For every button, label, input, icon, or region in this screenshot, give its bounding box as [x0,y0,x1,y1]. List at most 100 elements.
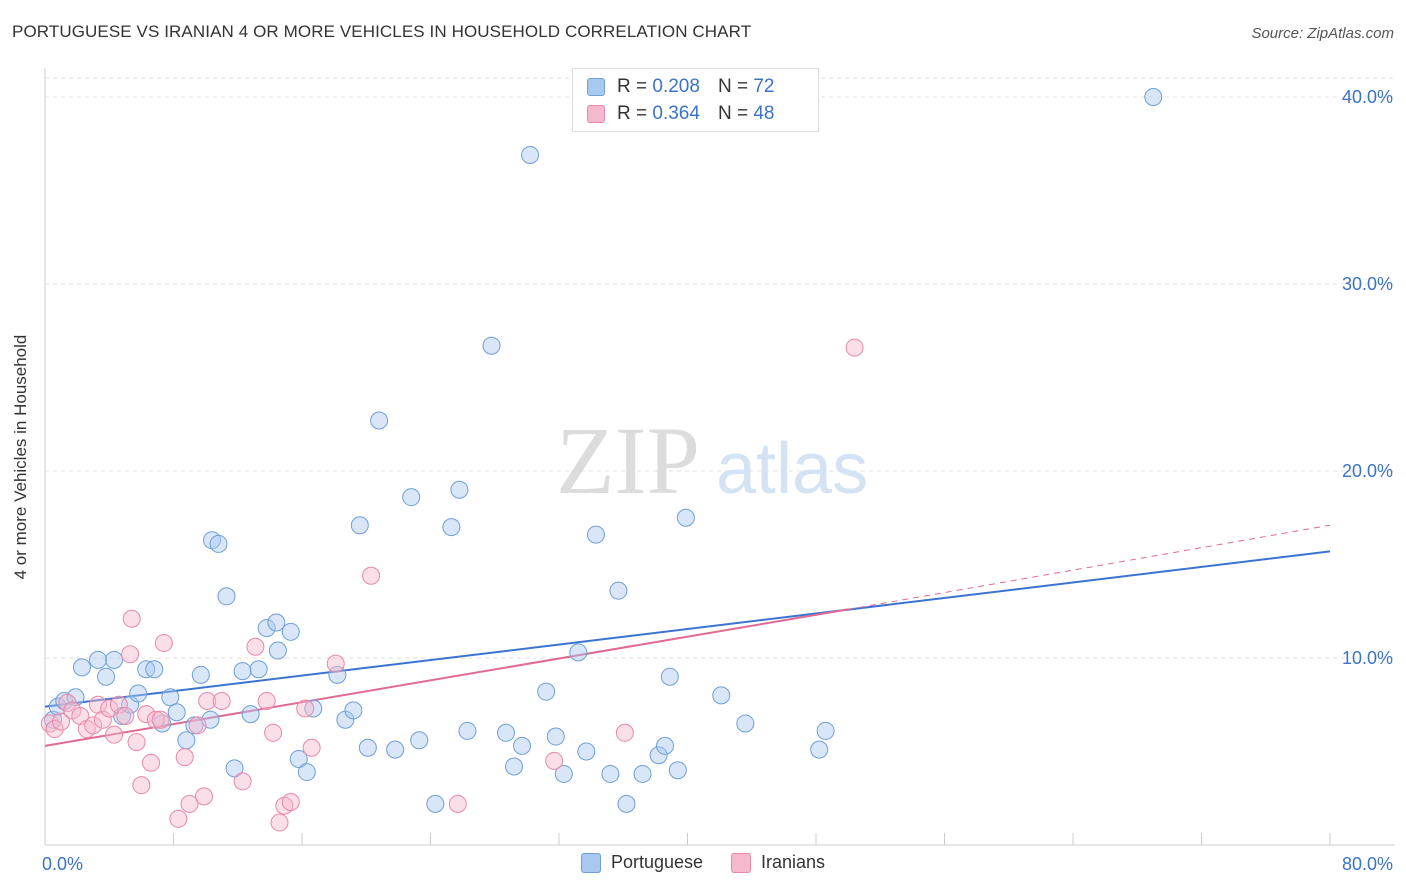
point-iranian [71,706,90,725]
watermark-atlas: atlas [716,429,868,509]
point-iranian [154,634,173,653]
point-iranian [93,710,112,729]
point-portuguese [370,411,389,430]
point-iranian [296,699,315,718]
point-portuguese [816,721,835,740]
point-portuguese [249,660,268,679]
point-portuguese [736,714,755,733]
trend-lines [44,524,1331,747]
axes [44,68,1395,846]
point-iranian [545,751,564,770]
point-portuguese [191,665,210,684]
point-iranian [264,723,283,742]
point-portuguese [660,667,679,686]
point-portuguese [617,794,636,813]
legend-swatch-iranians [731,852,752,873]
legend-swatch-iranians [587,105,605,123]
legend-r-label: R = [617,103,648,124]
point-portuguese [267,613,286,632]
point-portuguese [676,508,695,527]
point-portuguese [656,736,675,755]
y-tick-label: 10.0% [1342,648,1393,668]
point-iranian [169,809,188,828]
point-portuguese [289,749,308,768]
point-portuguese [225,759,244,778]
x-tick-label: 0.0% [42,854,83,874]
point-portuguese [358,738,377,757]
trend-line-iranians [44,608,849,747]
point-portuguese [89,650,108,669]
legend-row-iranians: R = 0.364 N = 48 [587,103,774,125]
point-iranian [246,637,265,656]
point-iranian [195,787,214,806]
point-iranian [121,645,140,664]
source-label: Source: ZipAtlas.com [1251,25,1394,42]
point-portuguese [546,727,565,746]
point-portuguese [105,650,124,669]
point-portuguese [609,581,628,600]
point-portuguese [521,145,540,164]
y-tick-label: 30.0% [1342,274,1393,294]
point-portuguese [233,662,252,681]
point-portuguese [344,701,363,720]
point-portuguese [129,684,148,703]
point-portuguese [167,703,186,722]
watermark: ZIP atlas [556,407,868,514]
legend-item-iranians[interactable]: Iranians [731,852,825,873]
point-iranian [109,695,128,714]
point-portuguese [712,686,731,705]
trend-line-portuguese [44,550,1331,708]
point-portuguese [402,488,421,507]
point-portuguese [328,665,347,684]
point-iranian [448,794,467,813]
point-iranian [302,738,321,757]
point-iranian [281,792,300,811]
point-iranian [615,723,634,742]
legend-item-portuguese[interactable]: Portuguese [580,852,704,873]
point-iranian [175,748,194,767]
point-iranian [188,716,207,735]
point-iranian [198,692,217,711]
point-portuguese [241,705,260,724]
point-portuguese [482,336,501,355]
point-iranian [116,706,135,725]
point-portuguese [350,516,369,535]
point-iranian [151,710,170,729]
point-portuguese [633,764,652,783]
point-iranian [105,725,124,744]
point-portuguese [668,761,687,780]
point-iranian [257,692,276,711]
point-iranian [233,772,252,791]
tick-labels: 10.0% 20.0% 30.0% 40.0% 0.0% 80.0% [42,87,1393,874]
series-legend: Portuguese Iranians [0,852,1406,873]
point-portuguese [554,764,573,783]
legend-n-label: N = [717,76,749,97]
point-portuguese [450,480,469,499]
y-tick-label: 40.0% [1342,87,1393,107]
legend-r-label: R = [617,76,648,97]
point-portuguese [577,742,596,761]
point-portuguese [161,688,180,707]
x-tick-label: 80.0% [1342,854,1393,874]
point-portuguese [442,518,461,537]
chart-title: PORTUGUESE VS IRANIAN 4 OR MORE VEHICLES… [12,22,752,41]
point-portuguese [496,723,515,742]
watermark-zip: ZIP [556,407,700,514]
point-portuguese [426,794,445,813]
point-iranian [100,699,119,718]
point-portuguese [281,622,300,641]
point-portuguese [72,658,91,677]
point-portuguese [513,736,532,755]
legend-row-portuguese: R = 0.208 N = 72 [587,76,774,98]
point-iranian [212,692,231,711]
point-portuguese [257,619,276,638]
legend-label-portuguese: Portuguese [610,852,704,872]
point-iranian [180,794,199,813]
data-points [40,88,1163,832]
point-iranian [52,712,71,731]
legend-r-value: 0.364 [652,103,700,124]
point-portuguese [458,721,477,740]
y-tick-label: 20.0% [1342,461,1393,481]
point-portuguese [410,731,429,750]
